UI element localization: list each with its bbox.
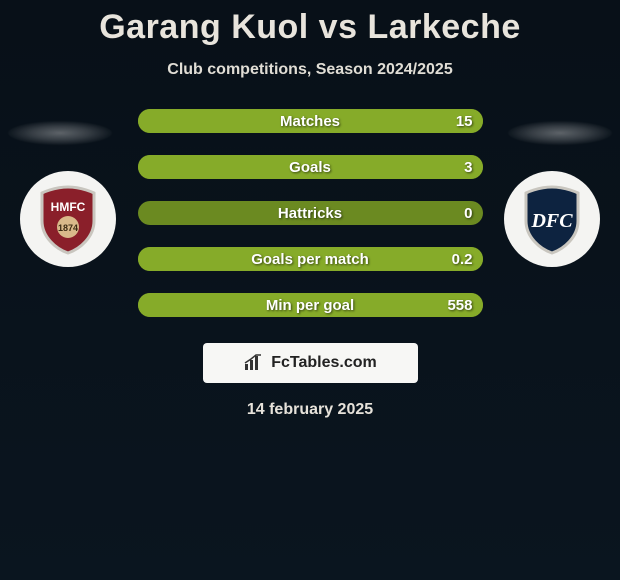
shield-icon: HMFC 1874 <box>34 183 102 255</box>
crest-left-short: HMFC <box>51 200 86 214</box>
stat-bar: Matches 15 <box>138 109 483 133</box>
stat-value: 0 <box>464 205 472 222</box>
stat-value: 15 <box>456 113 473 130</box>
crest-right-short: DFC <box>530 210 573 232</box>
stat-bar: Hattricks 0 <box>138 201 483 225</box>
page-subtitle: Club competitions, Season 2024/2025 <box>0 61 620 79</box>
branding-badge: FcTables.com <box>203 343 418 383</box>
stat-value: 3 <box>464 159 472 176</box>
stat-value: 558 <box>447 297 472 314</box>
comparison-stage: HMFC 1874 DFC Matches 15 Goals 3 Hattricks 0 G… <box>0 109 620 317</box>
stat-bar: Goals 3 <box>138 155 483 179</box>
stat-label: Min per goal <box>266 297 354 314</box>
team-crest-right: DFC <box>504 171 600 267</box>
crest-left-year: 1874 <box>58 223 78 233</box>
stat-bar: Min per goal 558 <box>138 293 483 317</box>
date-label: 14 february 2025 <box>0 401 620 419</box>
shield-icon: DFC <box>518 183 586 255</box>
stat-value: 0.2 <box>452 251 473 268</box>
stat-label: Goals <box>289 159 331 176</box>
branding-text: FcTables.com <box>271 354 377 372</box>
stat-bars: Matches 15 Goals 3 Hattricks 0 Goals per match… <box>138 109 483 317</box>
shadow-left <box>8 121 112 145</box>
stat-label: Matches <box>280 113 340 130</box>
stat-label: Goals per match <box>251 251 369 268</box>
shadow-right <box>508 121 612 145</box>
stat-bar: Goals per match 0.2 <box>138 247 483 271</box>
team-crest-left: HMFC 1874 <box>20 171 116 267</box>
bars-icon <box>243 354 265 372</box>
stat-label: Hattricks <box>278 205 342 222</box>
page-title: Garang Kuol vs Larkeche <box>0 0 620 47</box>
